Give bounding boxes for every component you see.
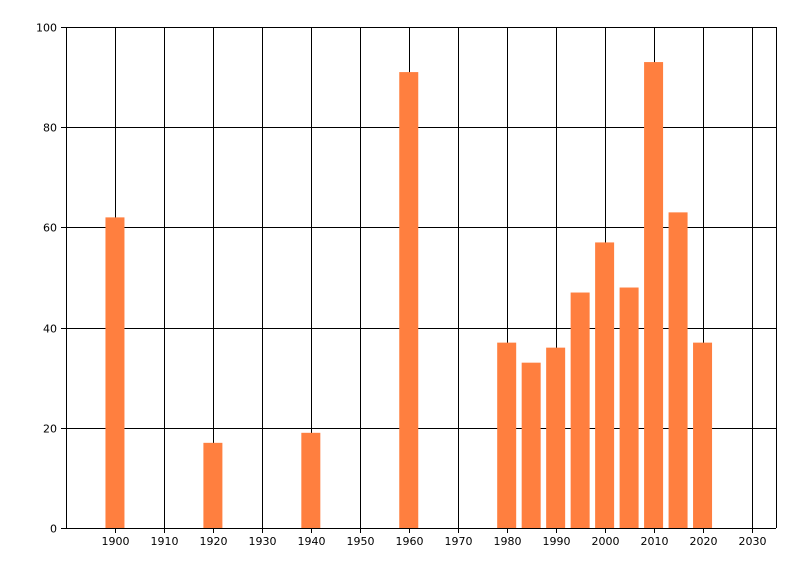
x-tick-label: 1920 [200,535,228,548]
x-tick-label: 1980 [494,535,522,548]
x-tick-label: 1950 [347,535,375,548]
bar-2010 [644,62,664,528]
bar-2020 [693,342,713,528]
bar-2005 [619,287,639,528]
x-tick-label: 1910 [151,535,179,548]
bar-1990 [546,347,566,528]
bar-1900 [105,217,125,528]
y-tick-label: 80 [43,122,57,135]
bar-1920 [203,442,223,528]
bar-1940 [301,432,321,528]
axes [61,27,776,533]
x-tick-label: 1970 [445,535,473,548]
x-tick-label: 1940 [298,535,326,548]
bar-1980 [497,342,517,528]
y-tick-label: 20 [43,423,57,436]
bars [105,62,713,528]
x-tick-label: 2030 [739,535,767,548]
x-tick-label: 2000 [592,535,620,548]
bar-2000 [595,242,615,528]
bar-1995 [570,292,590,528]
tick-labels: 0 20 40 60 80 100 1900 1910 1920 1930 1940 1950 1960… [36,22,767,549]
x-tick-label: 1930 [249,535,277,548]
y-tick-label: 0 [50,523,57,536]
y-tick-label: 40 [43,323,57,336]
bar-2015 [668,212,688,528]
bar-1960 [399,72,419,528]
x-tick-label: 1900 [102,535,130,548]
x-tick-label: 1960 [396,535,424,548]
x-tick-label: 2020 [690,535,718,548]
x-tick-label: 2010 [641,535,669,548]
x-tick-label: 1990 [543,535,571,548]
bar-1985 [521,362,541,528]
y-tick-label: 60 [43,222,57,235]
y-tick-label: 100 [36,22,57,35]
